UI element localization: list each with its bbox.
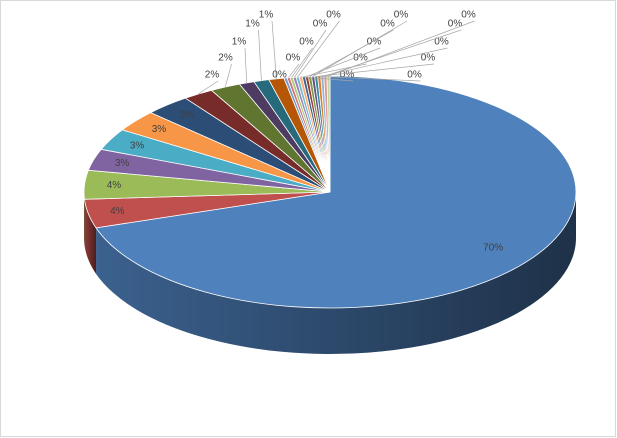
leader-line (328, 20, 475, 77)
data-label: 0% (421, 53, 436, 64)
data-label: 0% (313, 19, 328, 30)
data-label: 1% (232, 37, 247, 48)
data-label: 2% (218, 53, 233, 64)
leader-line (291, 47, 313, 78)
leader-line (294, 29, 327, 78)
leader-line (258, 29, 262, 81)
data-label: 70% (483, 243, 503, 254)
data-label: 0% (272, 70, 287, 81)
leader-line (319, 63, 435, 77)
leader-line (271, 20, 277, 79)
data-label: 1% (259, 10, 274, 21)
data-label: 0% (353, 53, 368, 64)
leader-line (224, 63, 232, 88)
leader-line (297, 20, 340, 78)
data-label: 0% (407, 70, 422, 81)
data-label: 1% (245, 19, 260, 30)
leader-line (312, 20, 408, 77)
data-label: 0% (434, 37, 449, 48)
data-label: 3% (152, 124, 167, 135)
data-label: 0% (448, 19, 463, 30)
slice (95, 75, 577, 309)
data-label: 3% (180, 110, 195, 121)
data-label: 4% (107, 180, 122, 191)
leader-line (303, 63, 367, 78)
data-label: 0% (340, 70, 355, 81)
leader-line (316, 75, 421, 82)
data-label: 0% (299, 37, 314, 48)
data-label: 3% (130, 140, 145, 151)
leader-line (197, 80, 219, 95)
leader-line (306, 47, 381, 77)
data-label: 4% (110, 206, 125, 217)
slice-side (96, 192, 576, 354)
data-label: 0% (326, 10, 341, 21)
data-label: 2% (205, 70, 220, 81)
slice-side (84, 199, 97, 274)
leader-line (322, 47, 448, 77)
data-label: 0% (394, 10, 409, 21)
leader-line (300, 76, 354, 82)
data-label: 0% (286, 53, 301, 64)
leader-line (244, 47, 248, 83)
data-label: 0% (367, 37, 382, 48)
data-label: 0% (461, 10, 476, 21)
leader-line (288, 63, 300, 78)
data-label: 3% (115, 158, 130, 169)
data-label: 0% (380, 19, 395, 30)
